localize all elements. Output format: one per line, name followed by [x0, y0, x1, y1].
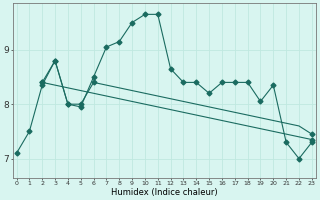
X-axis label: Humidex (Indice chaleur): Humidex (Indice chaleur): [111, 188, 218, 197]
